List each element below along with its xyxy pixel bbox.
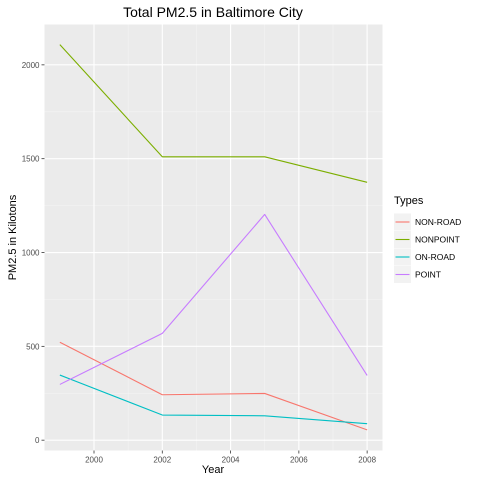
series-lines bbox=[59, 44, 368, 431]
y-tick-label: 0 bbox=[35, 436, 40, 445]
series-line-point bbox=[59, 213, 368, 385]
legend: Types NON-ROAD NONPOINT ON-ROAD POINT bbox=[394, 195, 461, 283]
x-tick-label: 2008 bbox=[358, 456, 376, 465]
major-grid bbox=[44, 24, 383, 451]
legend-label-on-road: ON-ROAD bbox=[415, 252, 455, 262]
y-tick-label: 500 bbox=[26, 342, 40, 351]
legend-label-nonpoint: NONPOINT bbox=[415, 235, 460, 245]
y-axis-title: PM2.5 in Kilotons bbox=[7, 194, 19, 280]
x-tick-label: 2004 bbox=[222, 456, 240, 465]
x-axis-title: Year bbox=[202, 464, 225, 476]
legend-items: NON-ROAD NONPOINT ON-ROAD POINT bbox=[394, 213, 461, 283]
series-line-non-road bbox=[59, 341, 368, 431]
chart-title: Total PM2.5 in Baltimore City bbox=[123, 4, 303, 20]
x-axis: 2000 2002 2004 2006 2008 bbox=[85, 450, 377, 465]
plot-panel bbox=[44, 24, 383, 451]
series-line-on-road bbox=[59, 374, 368, 425]
y-axis: 0 500 1000 1500 2000 bbox=[22, 61, 45, 445]
x-tick-label: 2000 bbox=[85, 456, 103, 465]
minor-grid bbox=[44, 24, 383, 451]
series-line-nonpoint bbox=[59, 44, 368, 183]
legend-label-point: POINT bbox=[415, 270, 441, 280]
legend-title: Types bbox=[394, 195, 424, 207]
y-tick-label: 1000 bbox=[22, 249, 40, 258]
legend-label-non-road: NON-ROAD bbox=[415, 217, 461, 227]
x-tick-label: 2006 bbox=[290, 456, 308, 465]
y-tick-label: 1500 bbox=[22, 155, 40, 164]
y-tick-label: 2000 bbox=[22, 61, 40, 70]
x-tick-label: 2002 bbox=[153, 456, 171, 465]
